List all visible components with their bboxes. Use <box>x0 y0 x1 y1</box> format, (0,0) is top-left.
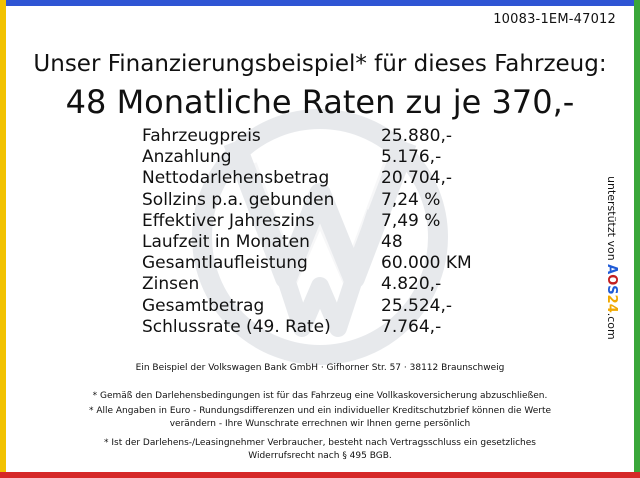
financing-value: 4.820,- <box>381 274 442 295</box>
subheadline: 48 Monatliche Raten zu je 370,- <box>65 83 575 121</box>
financing-row: Gesamtbetrag 25.524,- <box>142 296 562 317</box>
financing-row: Schlussrate (49. Rate) 7.764,- <box>142 317 562 338</box>
bank-address-line: Ein Beispiel der Volkswagen Bank GmbH · … <box>135 363 505 373</box>
financing-value: 48 <box>381 231 403 252</box>
bottom-color-bar <box>0 472 640 478</box>
financing-value: 25.524,- <box>381 295 453 316</box>
financing-value: 60.000 KM <box>381 253 472 274</box>
financing-label: Schlussrate (49. Rate) <box>142 316 331 337</box>
financing-row: Sollzins p.a. gebunden 7,24 % <box>142 190 562 211</box>
top-color-bar <box>0 0 640 6</box>
financing-value: 20.704,- <box>381 168 453 189</box>
financing-value: 7.764,- <box>381 316 442 337</box>
financing-label: Anzahlung <box>142 147 232 168</box>
financing-value: 25.880,- <box>381 126 453 146</box>
aos24-credit: unterstützt von AOS24.com <box>600 176 630 346</box>
footnote-2b: verändern - Ihre Wunschrate errechnen wi… <box>169 419 471 429</box>
financing-label: Fahrzeugpreis <box>142 126 261 146</box>
footnote-2a: * Alle Angaben in Euro - Rundungsdiffere… <box>88 406 552 416</box>
financing-label: Gesamtlaufleistung <box>142 253 308 274</box>
right-color-bar <box>634 0 640 478</box>
footnote-3a: * Ist der Darlehens-/Leasingnehmer Verbr… <box>104 438 536 448</box>
financing-value: 7,24 % <box>381 189 441 210</box>
financing-label: Laufzeit in Monaten <box>142 231 310 252</box>
financing-label: Nettodarlehensbetrag <box>142 168 330 189</box>
footnote-1: * Gemäß den Darlehensbedingungen ist für… <box>92 391 548 401</box>
brand-24: 24 <box>604 294 619 313</box>
financing-value: 5.176,- <box>381 147 442 168</box>
left-color-bar <box>0 0 6 478</box>
headline: Unser Finanzierungsbeispiel* für dieses … <box>33 51 607 77</box>
footnote-3b: Widerrufsrecht nach § 495 BGB. <box>248 451 392 461</box>
financing-label: Gesamtbetrag <box>142 295 265 316</box>
financing-row: Nettodarlehensbetrag 20.704,- <box>142 168 562 189</box>
brand-a: A <box>604 264 619 275</box>
financing-label: Sollzins p.a. gebunden <box>142 189 335 210</box>
financing-table: Fahrzeugpreis 25.880,- Anzahlung 5.176,-… <box>142 126 562 338</box>
financing-label: Zinsen <box>142 274 200 295</box>
financing-row: Fahrzeugpreis 25.880,- <box>142 126 562 147</box>
financing-row: Anzahlung 5.176,- <box>142 147 562 168</box>
brand-s: S <box>604 285 619 295</box>
aos24-credit-text: unterstützt von AOS24.com <box>588 176 619 346</box>
financing-row: Laufzeit in Monaten 48 <box>142 232 562 253</box>
credit-suffix: .com <box>605 312 618 340</box>
vw-logo-watermark-icon <box>192 109 448 365</box>
financing-row: Zinsen 4.820,- <box>142 274 562 295</box>
financing-row: Effektiver Jahreszins 7,49 % <box>142 211 562 232</box>
financing-value: 7,49 % <box>381 210 441 231</box>
brand-o: O <box>604 274 619 286</box>
reference-code: 10083-1EM-47012 <box>493 12 616 27</box>
credit-prefix: unterstützt von <box>605 176 618 265</box>
financing-label: Effektiver Jahreszins <box>142 210 315 231</box>
financing-row: Gesamtlaufleistung 60.000 KM <box>142 253 562 274</box>
